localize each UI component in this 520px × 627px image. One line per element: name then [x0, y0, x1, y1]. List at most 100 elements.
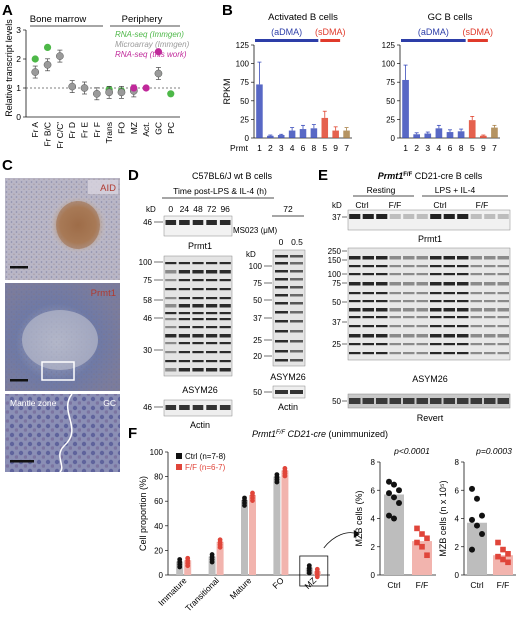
a-point-1-6 [105, 88, 114, 97]
d-marker-label: 75 [143, 276, 152, 285]
f-ytick-label: 8 [371, 458, 376, 467]
e-asym26-band [416, 300, 428, 303]
f-ytick-label: 2 [371, 543, 376, 552]
d-prmt1-band [219, 220, 231, 225]
b-ytick-label: 0 [245, 134, 250, 143]
b-bar-1-3 [288, 130, 296, 138]
ms023-band-treated [290, 330, 303, 333]
ms023-band-treated [290, 320, 303, 323]
d-asym26-band [219, 368, 231, 372]
blot-e-revert [347, 393, 511, 409]
a-xtick-label: PC [166, 122, 176, 134]
b-xtick-label: 7 [492, 143, 497, 153]
label-mantle-zone: Mantle zone [10, 398, 57, 408]
f-pvalue: p=0.0003 [475, 446, 512, 456]
b-bracket-line [320, 39, 341, 42]
e-asym26-band [362, 273, 374, 276]
d-asym26-band [206, 279, 218, 282]
e-asym26-band [349, 256, 361, 260]
e-revert-band [470, 398, 482, 404]
e-asym26-band [403, 273, 415, 276]
e-asym26-band [484, 325, 496, 328]
kd-label-e: kD [332, 201, 342, 210]
e-marker-label: 100 [328, 270, 342, 279]
e-asym26-band [389, 308, 401, 312]
e-asym26-band [362, 325, 374, 328]
b-bar-2-5 [457, 131, 465, 138]
panel-letter-d: D [128, 167, 139, 184]
panel-letter-c: C [2, 157, 13, 174]
e-asym26-band [457, 308, 469, 312]
f-point-ctrl [474, 522, 480, 529]
d-marker-label: 30 [143, 346, 152, 355]
e-asym26-band [430, 325, 442, 328]
e-asym26-band [349, 343, 361, 346]
a-point-1-0 [31, 68, 40, 76]
e-asym26-band [443, 308, 455, 312]
blot-ms023-asym26 [272, 249, 306, 367]
e-marker-label: 25 [332, 340, 341, 349]
d-asym26-band [219, 304, 231, 308]
b-bracket-line [467, 39, 488, 42]
f1-dot [250, 498, 255, 503]
e-revert-band [376, 398, 388, 404]
e-revert-band [484, 398, 496, 404]
scale-bar-2 [10, 379, 28, 382]
e-revert-band [416, 398, 428, 404]
a-point-2-10 [154, 48, 163, 56]
b-ytick-label: 0 [391, 134, 396, 143]
e-asym26-band [430, 282, 442, 286]
f-legend-swatch-ff [176, 464, 182, 470]
d-asym26-band [206, 312, 218, 315]
e-asym26-band [497, 325, 509, 328]
f-ytick-label: 4 [371, 515, 376, 524]
e-asym26-band [470, 343, 482, 346]
e-asym26-band [497, 343, 509, 346]
e-asym26-band [497, 352, 509, 355]
e-prmt1-band [484, 214, 496, 219]
a-xtick-label: Act. [141, 122, 151, 137]
f-ytick-label: 6 [455, 486, 460, 495]
e-asym26-band [362, 308, 374, 312]
f1-ylabel: Cell proportion (%) [138, 476, 148, 551]
e-asym26-band [470, 316, 482, 319]
d-asym26-band [178, 326, 190, 329]
e-asym26-band [457, 282, 469, 286]
d-asym26-band [178, 351, 190, 354]
e-asym26-band [497, 256, 509, 260]
e-asym26-band [457, 256, 469, 260]
e-asym26-band [497, 273, 509, 276]
group-label-bone-marrow: Bone marrow [30, 14, 87, 25]
panel-f-mzb-count-chart: 0 2 4 6 8 MZB cells (n x 10⁵) p=0.0003 Ctrl F/F [438, 446, 516, 590]
a-point-1-4 [80, 84, 89, 92]
b-ytick-label: 75 [240, 78, 249, 87]
zoom-box [41, 361, 75, 381]
ms023-marker-label: 50 [253, 296, 262, 305]
ms023-band-untreated [275, 311, 288, 314]
a-xtick-label: Fr A [30, 122, 40, 138]
e-prmt1-band [470, 214, 482, 219]
f-legend-ff: F/F (n=6-7) [185, 463, 226, 472]
d-asym26-band [192, 334, 204, 338]
d-asym26-band [219, 360, 231, 363]
e-asym26-band [349, 308, 361, 312]
e-asym26-band [403, 308, 415, 312]
e-asym26-band [484, 300, 496, 303]
panel-f-mzb-percent-chart: 0 2 4 6 8 MZB cells (%) p<0.0001 Ctrl F/F [354, 446, 436, 590]
e-asym26-band [497, 282, 509, 286]
e-asym26-band [349, 300, 361, 303]
legend-rnaseq-immgen: RNA-seq (Immgen) [115, 30, 184, 39]
b-bar-2-4 [446, 132, 454, 138]
f1-bar-1-2 [249, 495, 256, 575]
panel-letter-a: A [2, 2, 13, 19]
b-ytick-label: 100 [382, 60, 396, 69]
f-point-ctrl [469, 516, 475, 523]
f-point-ctrl [479, 512, 485, 519]
f1-arrow-head [353, 530, 360, 538]
f-point-ctrl [469, 546, 475, 553]
f-xtick-label: Ctrl [387, 580, 400, 590]
b-x-prefix: Prmt [230, 143, 249, 153]
d-asym26-band [219, 351, 231, 354]
e-asym26-band [457, 273, 469, 276]
